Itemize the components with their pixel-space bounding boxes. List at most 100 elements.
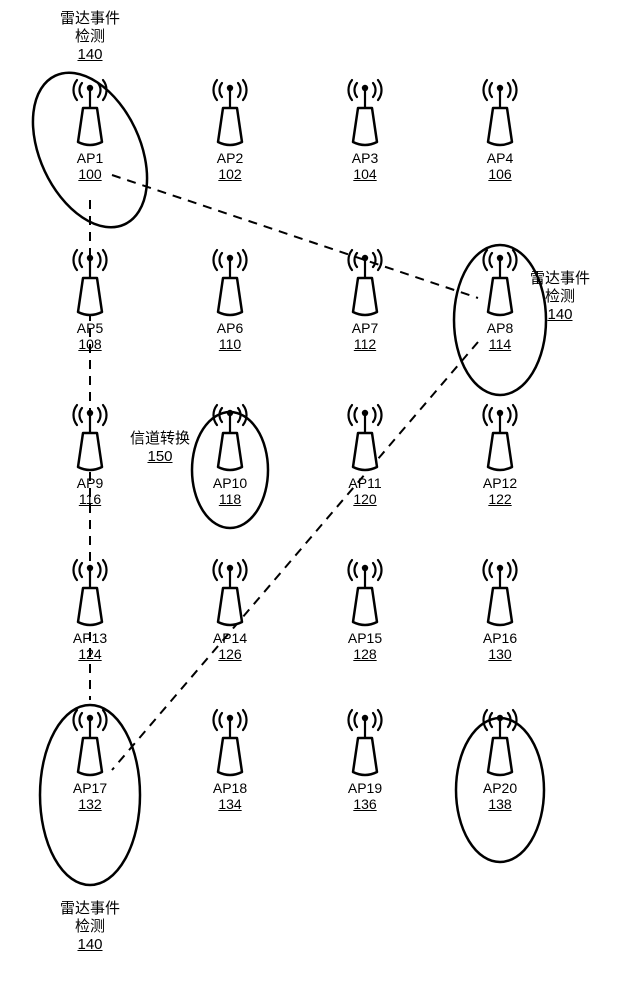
ap-labels: AP15128 [330,630,400,662]
ap-labels: AP18134 [195,780,265,812]
ap-icon [470,708,530,778]
ap-icon [60,248,120,318]
ap-name: AP6 [195,320,265,336]
ap-node-ap12: AP12122 [465,403,535,507]
dashed-line [112,342,478,770]
ap-name: AP5 [55,320,125,336]
ap-labels: AP9116 [55,475,125,507]
callout-number: 150 [130,448,190,466]
ap-name: AP14 [195,630,265,646]
ap-name: AP4 [465,150,535,166]
ap-number: 100 [55,166,125,182]
ap-labels: AP14126 [195,630,265,662]
ap-icon [335,558,395,628]
ap-icon [200,708,260,778]
ap-number: 132 [55,796,125,812]
ap-icon [60,558,120,628]
ap-number: 122 [465,491,535,507]
ap-node-ap11: AP11120 [330,403,400,507]
ap-labels: AP4106 [465,150,535,182]
ap-node-ap1: AP1100 [55,78,125,182]
callout-label: 雷达事件检测140 [530,270,590,324]
ap-labels: AP6110 [195,320,265,352]
ap-number: 134 [195,796,265,812]
callout-number: 140 [60,936,120,954]
ap-labels: AP7112 [330,320,400,352]
ap-name: AP13 [55,630,125,646]
ap-icon [335,248,395,318]
ap-number: 118 [195,491,265,507]
callout-line1: 信道转换 [130,430,190,448]
ap-icon [470,558,530,628]
ap-icon [470,78,530,148]
ap-node-ap19: AP19136 [330,708,400,812]
ap-name: AP10 [195,475,265,491]
ap-name: AP12 [465,475,535,491]
ap-name: AP3 [330,150,400,166]
ap-node-ap9: AP9116 [55,403,125,507]
dashed-line [112,175,478,298]
ap-number: 128 [330,646,400,662]
ap-icon [200,403,260,473]
ap-icon [200,558,260,628]
ap-name: AP8 [465,320,535,336]
ap-name: AP1 [55,150,125,166]
ap-labels: AP2102 [195,150,265,182]
ap-node-ap3: AP3104 [330,78,400,182]
ap-number: 106 [465,166,535,182]
ap-icon [470,248,530,318]
diagram-canvas: AP1100AP2102AP3104AP4106AP5108AP6110AP71… [0,0,634,1000]
ap-node-ap18: AP18134 [195,708,265,812]
ap-number: 112 [330,336,400,352]
ap-icon [60,708,120,778]
ap-number: 102 [195,166,265,182]
ap-name: AP2 [195,150,265,166]
ap-number: 126 [195,646,265,662]
ap-labels: AP12122 [465,475,535,507]
ap-name: AP16 [465,630,535,646]
ap-labels: AP16130 [465,630,535,662]
ap-number: 120 [330,491,400,507]
ap-node-ap16: AP16130 [465,558,535,662]
ap-node-ap6: AP6110 [195,248,265,352]
ap-labels: AP8114 [465,320,535,352]
ap-labels: AP17132 [55,780,125,812]
ap-number: 124 [55,646,125,662]
ap-number: 136 [330,796,400,812]
ap-icon [470,403,530,473]
callout-line2: 检测 [60,28,120,46]
ap-name: AP9 [55,475,125,491]
ap-number: 104 [330,166,400,182]
ap-labels: AP20138 [465,780,535,812]
ap-number: 114 [465,336,535,352]
ap-labels: AP19136 [330,780,400,812]
ap-icon [60,403,120,473]
ap-number: 110 [195,336,265,352]
ap-icon [200,248,260,318]
ap-name: AP11 [330,475,400,491]
ap-node-ap5: AP5108 [55,248,125,352]
callout-line1: 雷达事件 [60,10,120,28]
ap-icon [60,78,120,148]
ap-name: AP20 [465,780,535,796]
callout-line1: 雷达事件 [530,270,590,288]
ap-name: AP7 [330,320,400,336]
ap-node-ap8: AP8114 [465,248,535,352]
ap-node-ap7: AP7112 [330,248,400,352]
ap-number: 130 [465,646,535,662]
ap-icon [200,78,260,148]
callout-label: 信道转换150 [130,430,190,466]
ap-labels: AP11120 [330,475,400,507]
callout-line1: 雷达事件 [60,900,120,918]
ap-name: AP19 [330,780,400,796]
ap-node-ap2: AP2102 [195,78,265,182]
ap-node-ap4: AP4106 [465,78,535,182]
ap-labels: AP10118 [195,475,265,507]
ap-icon [335,708,395,778]
ap-labels: AP1100 [55,150,125,182]
ap-node-ap14: AP14126 [195,558,265,662]
ap-node-ap13: AP13124 [55,558,125,662]
callout-line2: 检测 [60,918,120,936]
ap-labels: AP13124 [55,630,125,662]
ap-node-ap15: AP15128 [330,558,400,662]
